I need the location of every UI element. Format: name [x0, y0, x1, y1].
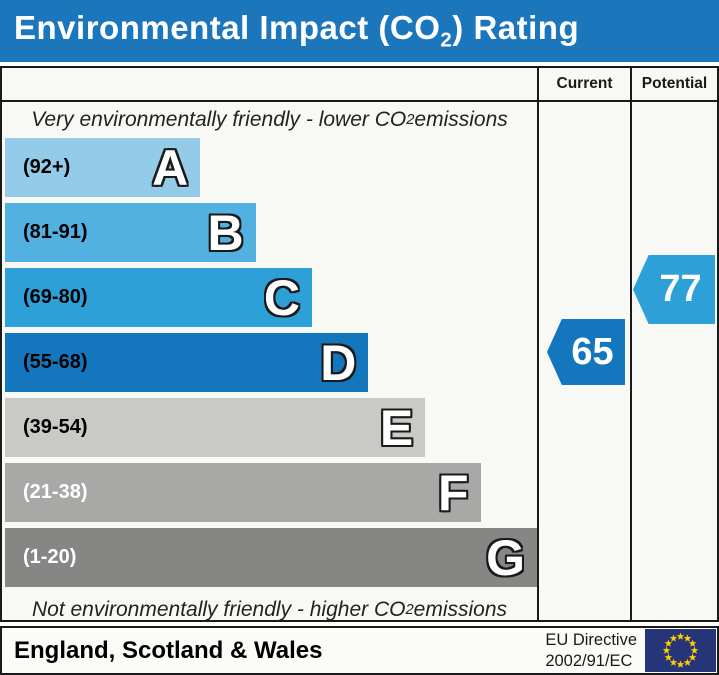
potential-arrow: 77 [633, 255, 715, 324]
band-g-range: (1-20) [23, 546, 77, 568]
band-b-bar: (81-91) B [5, 203, 256, 262]
band-d-range: (55-68) [23, 351, 88, 373]
band-row-b: (81-91) B [5, 203, 537, 262]
current-arrow: 65 [547, 319, 625, 385]
band-f-letter: F [438, 464, 469, 521]
current-value: 65 [571, 330, 614, 373]
band-row-e: (39-54) E [5, 398, 537, 457]
title-bar: Environmental Impact (CO2) Rating [0, 0, 719, 62]
band-d-letter: D [320, 334, 357, 391]
band-row-g: (1-20) G [5, 528, 537, 587]
potential-column: 77 [630, 102, 717, 620]
band-a-bar: (92+) A [5, 138, 201, 197]
band-g-bar: (1-20) G [5, 528, 537, 587]
band-list: (92+) A (81-91) B (69-80) C [2, 138, 537, 593]
band-row-f: (21-38) F [5, 463, 537, 522]
band-f-range: (21-38) [23, 481, 88, 503]
band-e-range: (39-54) [23, 416, 88, 438]
header-spacer [2, 68, 537, 100]
band-e-letter: E [379, 399, 414, 456]
table-body-row: Very environmentally friendly - lower CO… [2, 102, 717, 621]
band-e-bar: (39-54) E [5, 398, 426, 457]
band-b-letter: B [207, 204, 244, 261]
footer-right: EU Directive 2002/91/EC [545, 629, 717, 672]
footer: England, Scotland & Wales EU Directive 2… [0, 626, 719, 675]
band-row-c: (69-80) C [5, 268, 537, 327]
band-g-letter: G [486, 529, 525, 586]
eu-directive-label: EU Directive 2002/91/EC [545, 630, 637, 670]
band-b-range: (81-91) [23, 221, 88, 243]
potential-column-header: Potential [630, 68, 717, 100]
potential-value: 77 [659, 268, 702, 310]
eu-flag-icon [645, 629, 716, 672]
band-a-letter: A [152, 139, 189, 196]
table-header-row: Current Potential [2, 68, 717, 102]
page-title: Environmental Impact (CO2) Rating [14, 9, 580, 52]
band-c-bar: (69-80) C [5, 268, 312, 327]
band-row-d: (55-68) D [5, 333, 537, 392]
band-row-a: (92+) A [5, 138, 537, 197]
top-note: Very environmentally friendly - lower CO… [31, 108, 508, 131]
region-label: England, Scotland & Wales [14, 636, 323, 664]
current-column-header: Current [537, 68, 630, 100]
bottom-note: Not environmentally friendly - higher CO… [31, 598, 508, 621]
band-chart: Very environmentally friendly - lower CO… [2, 102, 537, 621]
band-a-range: (92+) [23, 156, 71, 178]
rating-table: Current Potential Very environmentally f… [0, 66, 719, 622]
band-f-bar: (21-38) F [5, 463, 481, 522]
band-d-bar: (55-68) D [5, 333, 369, 392]
current-column: 65 [537, 102, 630, 620]
band-c-letter: C [263, 269, 300, 326]
band-c-range: (69-80) [23, 286, 88, 308]
